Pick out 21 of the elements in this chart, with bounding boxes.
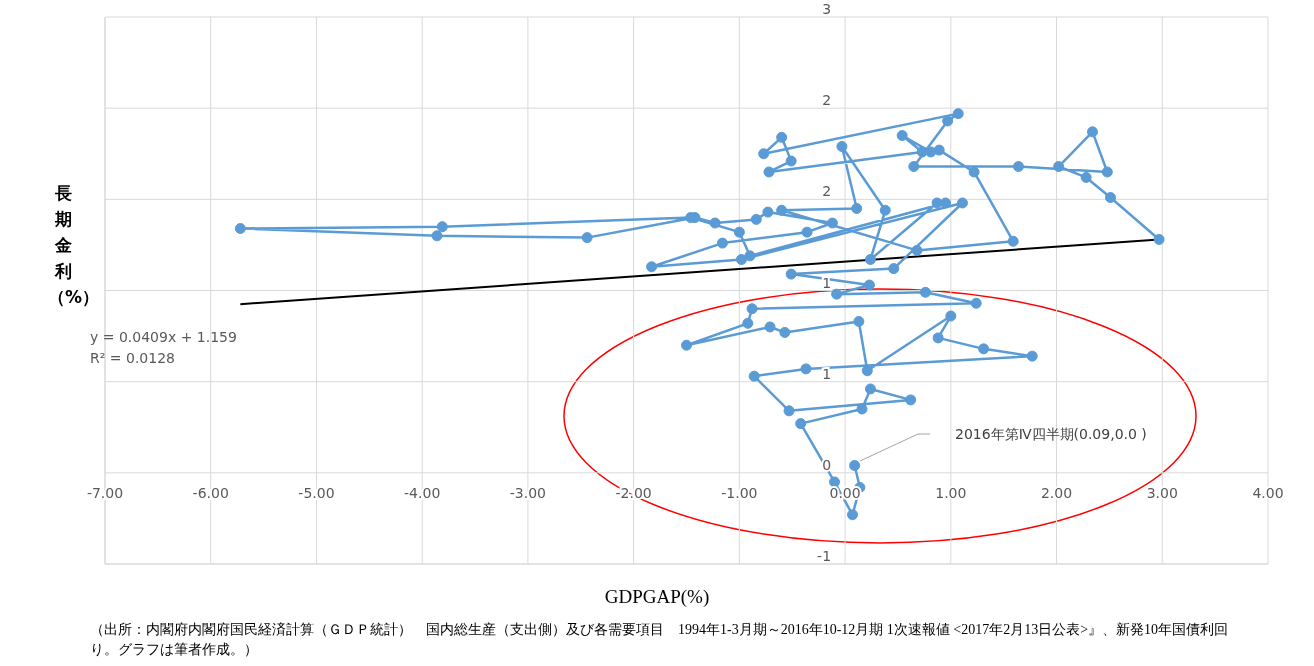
x-tick-label: -7.00	[86, 484, 124, 501]
x-tick-label: -5.00	[298, 484, 335, 501]
x-tick-label: -3.00	[509, 484, 547, 501]
annotation: 2016年第Ⅳ四半期(0.09,0.0 )	[955, 426, 1147, 444]
x-tick-label: 4.00	[1252, 484, 1284, 501]
y-tick-label: 2	[822, 92, 832, 109]
annotation: y = 0.0409x + 1.159	[90, 328, 237, 347]
x-tick-label: -1.00	[721, 484, 758, 501]
text: （出所：内閣府内閣府国民経済計算（ＧＤＰ統計） 国内総生産（支出側）及び各需要項目 1994年1-3月期～2016年10-12月期 1次速報値 <2017年2月13日公表>』、新発10年国債利回り。グラフは筆者作成。）	[90, 621, 1230, 659]
x-tick-label: -4.00	[404, 484, 441, 501]
x-tick-label: -6.00	[192, 484, 229, 501]
y-tick-label: 2	[822, 183, 832, 200]
y-tick-label: 1	[822, 365, 832, 382]
y-tick-label: -1	[817, 548, 832, 564]
x-tick-label: 3.00	[1146, 484, 1178, 501]
y-tick-label: 3	[822, 1, 832, 17]
x-tick-label: 1.00	[935, 484, 967, 501]
annotation: R² = 0.0128	[90, 349, 176, 368]
x-axis-title: GDPGAP(%)	[603, 586, 711, 608]
x-tick-label: 2.00	[1040, 484, 1073, 501]
y-axis-title: 長期金利（%）	[48, 182, 100, 309]
